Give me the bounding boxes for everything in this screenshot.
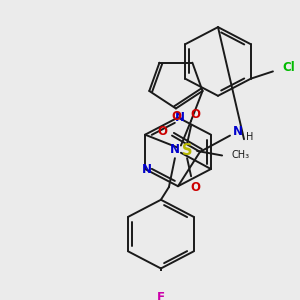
Text: O: O bbox=[190, 108, 200, 121]
Text: N: N bbox=[175, 111, 185, 124]
Text: N: N bbox=[170, 142, 180, 156]
Text: N: N bbox=[233, 125, 243, 139]
Text: O: O bbox=[171, 110, 181, 123]
Text: O: O bbox=[157, 125, 167, 139]
Text: F: F bbox=[157, 291, 165, 300]
Text: S: S bbox=[182, 143, 192, 158]
Text: N: N bbox=[142, 163, 152, 176]
Text: CH₃: CH₃ bbox=[231, 151, 249, 160]
Text: Cl: Cl bbox=[283, 61, 295, 74]
Text: H: H bbox=[246, 132, 254, 142]
Text: O: O bbox=[190, 181, 200, 194]
